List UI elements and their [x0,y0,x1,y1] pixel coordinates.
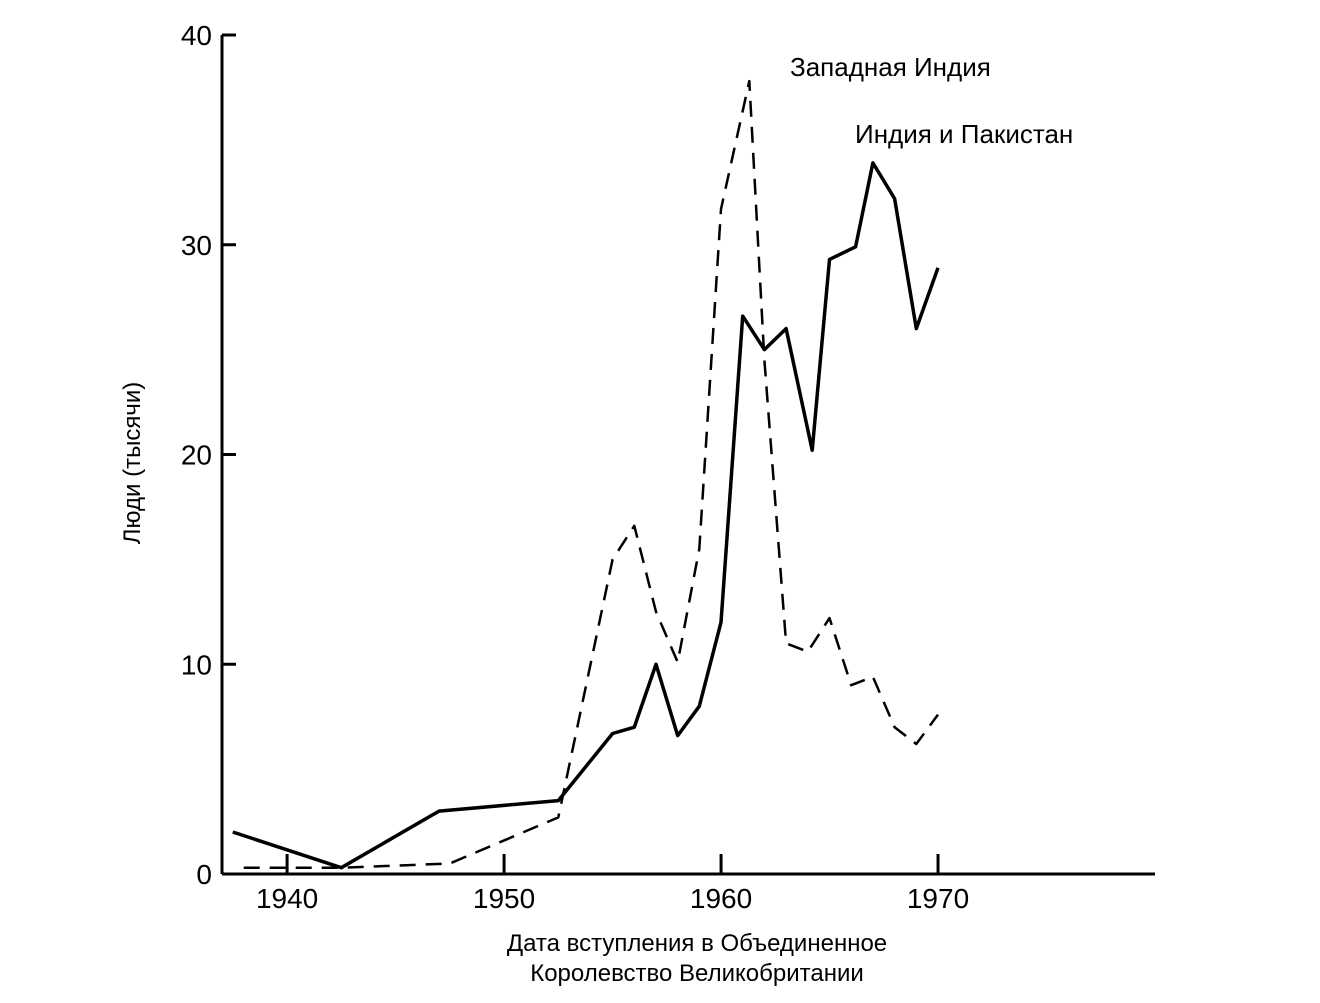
series-line-india-pakistan [232,161,940,870]
y-tick-label: 30 [181,230,212,261]
series-layer [232,79,940,870]
y-tick-label: 40 [181,20,212,51]
y-tick-label: 0 [196,859,212,890]
x-tick-label: 1960 [690,883,752,914]
y-axis-title: Люди (тысячи) [119,382,146,544]
y-tick-label: 10 [181,649,212,680]
axes [220,35,1155,876]
series-label-west-indies: Западная Индия [790,52,991,82]
x-tick-label: 1950 [473,883,535,914]
series-label-india-pakistan: Индия и Пакистан [855,119,1073,149]
y-axis-ticks: 0 10 20 30 40 [181,20,236,890]
y-tick-label: 20 [181,440,212,471]
x-tick-label: 1940 [256,883,318,914]
x-axis-title-line-1: Дата вступления в Объединенное [507,930,887,957]
x-axis-ticks: 1940 1950 1960 1970 [256,854,969,914]
series-line-west-indies [243,79,940,869]
x-axis-title-line-2: Королевство Великобритании [530,960,864,987]
x-tick-label: 1970 [907,883,969,914]
